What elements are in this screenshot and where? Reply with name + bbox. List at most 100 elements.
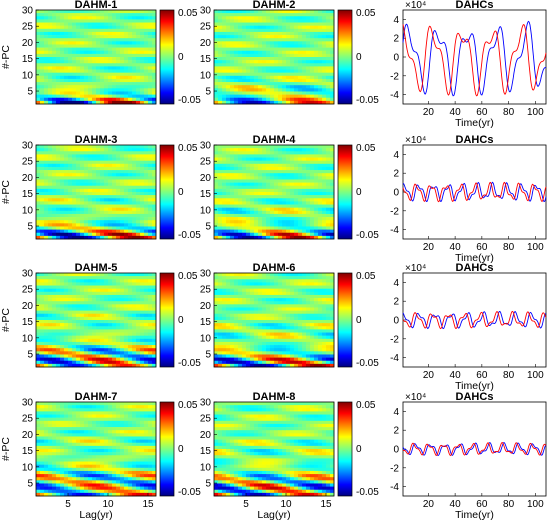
heatmap-cell bbox=[290, 273, 295, 277]
heatmap-cell bbox=[262, 82, 267, 86]
heatmap-cell bbox=[246, 170, 251, 174]
heatmap-cell bbox=[140, 316, 145, 321]
heatmap-cell bbox=[234, 82, 239, 86]
heatmap-cell bbox=[214, 298, 219, 302]
heatmap-cell bbox=[310, 57, 315, 61]
heatmap-cell bbox=[238, 273, 243, 277]
heatmap-cell bbox=[68, 310, 73, 315]
heatmap-cell bbox=[44, 195, 49, 199]
heatmap-cell bbox=[44, 204, 49, 208]
heatmap-cell bbox=[310, 210, 315, 215]
heatmap-cell bbox=[234, 195, 239, 199]
heatmap-cell bbox=[294, 220, 299, 224]
heatmap-cell bbox=[330, 38, 335, 42]
heatmap-cell bbox=[330, 192, 335, 196]
heatmap-cell bbox=[322, 63, 327, 67]
heatmap-cell bbox=[44, 229, 49, 234]
heatmap-cell bbox=[128, 148, 133, 152]
heatmap-cell bbox=[222, 195, 227, 199]
heatmap-cell bbox=[302, 273, 307, 277]
heatmap-cell bbox=[262, 192, 267, 196]
heatmap-cell bbox=[326, 47, 331, 52]
heatmap-cell bbox=[132, 57, 137, 61]
heatmap-cell bbox=[230, 282, 235, 286]
heatmap-cell bbox=[72, 288, 77, 293]
heatmap-cell bbox=[88, 88, 93, 92]
heatmap-cell bbox=[120, 13, 125, 17]
heatmap-cell bbox=[234, 160, 239, 165]
heatmap-cell bbox=[290, 198, 295, 202]
heatmap-cell bbox=[266, 195, 271, 199]
heatmap-cell bbox=[76, 360, 81, 365]
heatmap-cell bbox=[80, 85, 85, 89]
heatmap-cell bbox=[152, 320, 157, 324]
heatmap-cell bbox=[144, 192, 149, 196]
heatmap-cell bbox=[48, 19, 53, 23]
heatmap-cell bbox=[128, 38, 133, 42]
heatmap-cell bbox=[290, 232, 295, 237]
heatmap-cell bbox=[250, 63, 255, 67]
heatmap-cell bbox=[262, 78, 267, 83]
heatmap-cell bbox=[56, 185, 61, 190]
heatmap-cell bbox=[270, 170, 275, 174]
heatmap-cell bbox=[148, 72, 153, 77]
heatmap-cell bbox=[120, 88, 125, 92]
heatmap-cell bbox=[100, 307, 105, 311]
heatmap-cell bbox=[254, 50, 259, 55]
heatmap-cell bbox=[84, 148, 89, 152]
heatmap-cell bbox=[262, 170, 267, 174]
heatmap-cell bbox=[80, 60, 85, 64]
heatmap-cell bbox=[314, 57, 319, 61]
heatmap-cell bbox=[322, 78, 327, 83]
heatmap-cell bbox=[306, 10, 311, 14]
y-tick-label: 15 bbox=[22, 317, 34, 328]
heatmap-cell bbox=[60, 35, 65, 39]
heatmap-cell bbox=[128, 75, 133, 80]
heatmap-cell bbox=[298, 235, 303, 240]
heatmap-cell bbox=[132, 182, 137, 187]
heatmap-cell bbox=[40, 326, 45, 330]
heatmap-cell bbox=[152, 285, 157, 289]
heatmap-cell bbox=[36, 335, 41, 340]
heatmap-cell bbox=[148, 357, 153, 362]
heatmap-cell bbox=[238, 298, 243, 302]
heatmap-cell bbox=[302, 66, 307, 70]
heatmap-cell bbox=[120, 72, 125, 77]
heatmap-cell bbox=[234, 307, 239, 311]
heatmap-cell bbox=[92, 226, 97, 230]
heatmap-cell bbox=[92, 313, 97, 318]
heatmap-cell bbox=[140, 304, 145, 308]
heatmap-cell bbox=[120, 217, 125, 221]
heatmap-cell bbox=[52, 304, 57, 308]
heatmap-cell bbox=[116, 188, 121, 193]
heatmap-cell bbox=[214, 82, 219, 86]
heatmap-cell bbox=[72, 298, 77, 302]
heatmap-cell bbox=[238, 307, 243, 311]
heatmap-cell bbox=[218, 223, 223, 227]
heatmap-cell bbox=[104, 38, 109, 42]
heatmap-cell bbox=[306, 210, 311, 215]
heatmap-cell bbox=[48, 285, 53, 289]
heatmap-cell bbox=[322, 232, 327, 237]
heatmap-cell bbox=[270, 75, 275, 80]
heatmap-cell bbox=[68, 157, 73, 161]
heatmap-cell bbox=[76, 28, 81, 33]
heatmap-cell bbox=[92, 223, 97, 227]
heatmap-cell bbox=[128, 188, 133, 193]
heatmap-cell bbox=[278, 100, 283, 105]
heatmap-cell bbox=[148, 160, 153, 165]
heatmap-cell bbox=[322, 198, 327, 202]
heatmap-cell bbox=[84, 316, 89, 321]
heatmap-cell bbox=[116, 323, 121, 327]
colorbar-tick-label: 0 bbox=[356, 187, 362, 198]
heatmap-cell bbox=[226, 201, 231, 205]
heatmap-cell bbox=[140, 363, 145, 368]
heatmap-cell bbox=[258, 88, 263, 92]
heatmap-cell bbox=[294, 235, 299, 240]
heatmap-cell bbox=[148, 13, 153, 17]
heatmap-cell bbox=[318, 69, 323, 73]
heatmap-cell bbox=[148, 170, 153, 174]
heatmap-cell bbox=[136, 100, 141, 105]
heatmap-cell bbox=[104, 232, 109, 237]
heatmap-cell bbox=[330, 85, 335, 89]
